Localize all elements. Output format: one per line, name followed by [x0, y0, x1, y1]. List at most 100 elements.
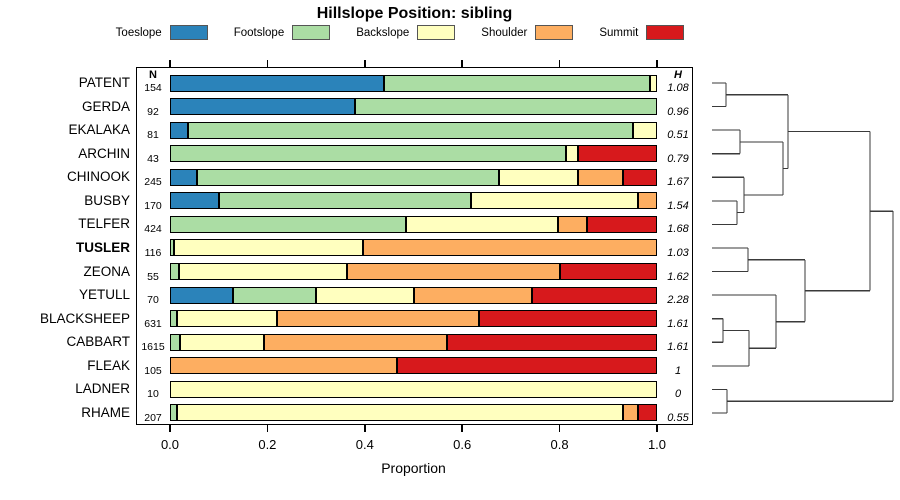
bar-segment-summit — [578, 145, 657, 163]
legend-swatch — [169, 25, 208, 40]
axis-tick-top — [656, 60, 658, 67]
bar-segment-shoulder — [277, 310, 479, 328]
legend-label: Shoulder — [481, 26, 528, 39]
h-value: 1.03 — [667, 246, 689, 259]
bar-segment-footslope — [384, 74, 650, 92]
axis-tick-label: 0.4 — [355, 437, 374, 452]
bar-segment-shoulder — [363, 239, 657, 257]
n-value: 1615 — [141, 341, 165, 354]
bar-segment-footslope — [170, 145, 566, 163]
bar-segment-footslope — [170, 333, 180, 351]
bar-segment-backslope — [316, 286, 414, 304]
legend-item-summit: Summit — [599, 25, 685, 40]
h-value: 1 — [674, 364, 682, 377]
h-column-header: H — [674, 69, 682, 81]
bar-segment-footslope — [188, 121, 633, 139]
h-value: 1.68 — [667, 223, 689, 236]
bar-segment-backslope — [406, 215, 558, 233]
h-value: 1.54 — [667, 199, 689, 212]
bar-segment-summit — [479, 310, 657, 328]
bar-segment-summit — [623, 168, 657, 186]
bar-segment-footslope — [170, 215, 406, 233]
n-value: 105 — [144, 364, 162, 377]
axis-tick-top — [558, 60, 561, 67]
row-label-telfer: TELFER — [78, 216, 130, 232]
bar-segment-backslope — [650, 74, 657, 92]
axis-tick-label: 0.0 — [160, 437, 180, 452]
h-value: 1.62 — [667, 270, 689, 283]
row-label-yetull: YETULL — [78, 287, 130, 303]
bar-segment-summit — [532, 286, 657, 304]
bar-segment-backslope — [180, 333, 264, 351]
row-label-zeona: ZEONA — [83, 263, 130, 279]
bar-segment-backslope — [170, 380, 657, 398]
legend-label: Backslope — [356, 26, 410, 39]
axis-tick-bottom — [364, 425, 366, 432]
bar-segment-shoulder — [347, 263, 560, 281]
axis-tick-bottom — [266, 425, 269, 432]
legend-swatch — [535, 25, 574, 40]
h-value: 1.61 — [667, 341, 689, 354]
n-value: 631 — [144, 317, 162, 330]
legend-swatch — [646, 25, 685, 40]
n-value: 154 — [144, 82, 162, 94]
bar-segment-toeslope — [170, 98, 355, 116]
n-value: 81 — [147, 129, 159, 142]
axis-tick-bottom — [656, 425, 658, 432]
axis-tick-label: 0.2 — [258, 437, 277, 452]
axis-tick-top — [461, 60, 463, 67]
chart-title: Hillslope Position: sibling — [316, 5, 513, 22]
row-label-rhame: RHAME — [81, 404, 130, 420]
bar-segment-shoulder — [264, 333, 447, 351]
axis-tick-top — [364, 60, 366, 67]
bar-segment-backslope — [566, 145, 578, 163]
h-value: 1.61 — [667, 317, 689, 330]
bar-segment-summit — [587, 215, 657, 233]
bar-segment-shoulder — [414, 286, 532, 304]
bar-segment-footslope — [170, 263, 179, 281]
row-label-gerda: GERDA — [81, 98, 130, 114]
bar-segment-footslope — [355, 98, 657, 116]
legend-item-footslope: Footslope — [234, 25, 331, 40]
bar-segment-backslope — [633, 121, 657, 139]
n-value: 116 — [144, 246, 162, 259]
axis-tick-label: 1.0 — [647, 437, 667, 452]
legend-label: Toeslope — [115, 26, 162, 39]
row-label-cabbart: CABBART — [66, 334, 130, 350]
bar-segment-backslope — [177, 310, 277, 328]
bar-segment-footslope — [170, 310, 177, 328]
h-value: 1.67 — [667, 176, 689, 189]
h-value: 2.28 — [667, 294, 689, 307]
bar-segment-toeslope — [170, 74, 384, 92]
bar-segment-shoulder — [623, 404, 638, 422]
bar-segment-toeslope — [170, 286, 233, 304]
h-value: 0.96 — [667, 105, 689, 118]
n-value: 170 — [144, 199, 162, 212]
bar-segment-shoulder — [578, 168, 623, 186]
row-label-archin: ARCHIN — [78, 145, 130, 161]
h-value: 0 — [674, 388, 682, 401]
axis-tick-label: 0.8 — [550, 437, 569, 452]
axis-tick-bottom — [461, 425, 463, 432]
bar-segment-backslope — [174, 239, 363, 257]
bar-segment-toeslope — [170, 192, 219, 210]
axis-tick-bottom — [169, 425, 171, 432]
row-label-fleak: FLEAK — [87, 357, 130, 373]
legend-swatch — [417, 25, 456, 40]
h-value: 0.51 — [667, 129, 689, 142]
bar-segment-backslope — [179, 263, 347, 281]
h-value: 0.79 — [667, 152, 689, 165]
bar-segment-summit — [560, 263, 657, 281]
legend: Toeslope Footslope Backslope Shoulder Summit — [0, 25, 800, 40]
n-value: 10 — [147, 388, 159, 401]
legend-label: Summit — [599, 26, 639, 39]
row-label-blacksheep: BLACKSHEEP — [39, 310, 130, 326]
legend-label: Footslope — [233, 26, 285, 39]
n-value: 245 — [144, 176, 162, 189]
row-label-chinook: CHINOOK — [66, 169, 130, 185]
legend-swatch — [292, 25, 331, 40]
bar-segment-footslope — [233, 286, 316, 304]
bar-segment-footslope — [219, 192, 471, 210]
